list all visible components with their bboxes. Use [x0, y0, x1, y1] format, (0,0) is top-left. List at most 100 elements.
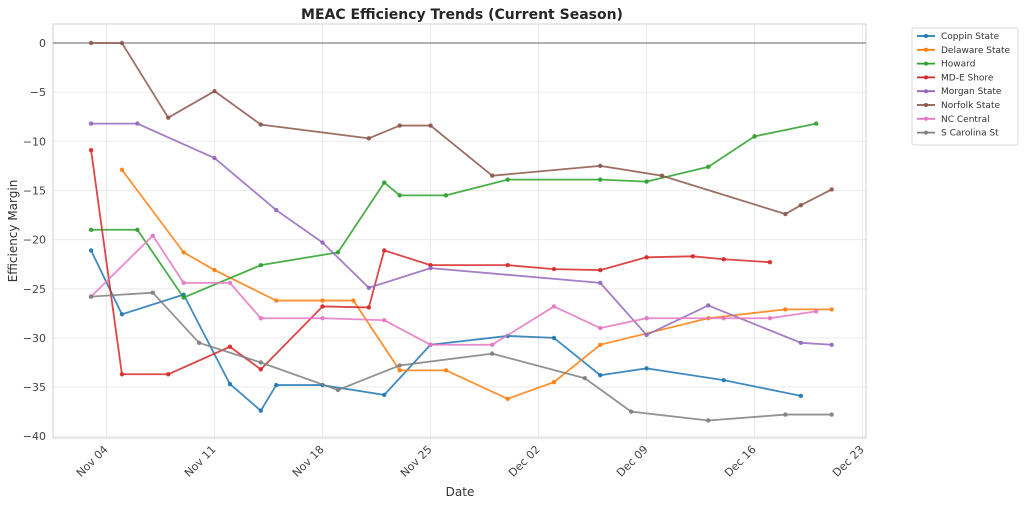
data-point [598, 280, 603, 286]
data-point [598, 373, 603, 378]
data-point [582, 376, 588, 381]
legend-item-md-e-shore: MD-E Shore [917, 73, 994, 83]
data-point [320, 304, 325, 309]
legend-marker [924, 47, 928, 52]
data-point [119, 40, 125, 46]
x-tick-label: Dec 23 [830, 443, 867, 480]
data-point [320, 240, 325, 245]
legend-item-coppin-state: Coppin State [917, 32, 1000, 42]
data-point [382, 392, 387, 398]
data-point [752, 134, 757, 139]
y-tick-label: −30 [23, 332, 46, 345]
x-tick-label: Dec 16 [722, 443, 759, 480]
data-point [258, 367, 263, 372]
data-point [644, 255, 649, 260]
data-point [644, 316, 649, 321]
data-point [150, 233, 155, 238]
data-point [320, 298, 325, 303]
data-point [227, 344, 233, 349]
data-point [829, 187, 834, 192]
y-tick-label: −10 [23, 135, 46, 148]
data-point [119, 167, 125, 173]
data-point [706, 164, 711, 170]
legend-label: Delaware State [941, 46, 1011, 56]
x-tick-label: Nov 04 [74, 443, 111, 480]
data-point [366, 305, 372, 310]
series-coppin-state [88, 248, 804, 413]
data-point [382, 248, 387, 253]
data-point [258, 262, 263, 268]
data-point [490, 342, 495, 347]
series-line-md-e-shore [90, 150, 771, 376]
data-point [443, 368, 449, 373]
data-point [551, 266, 557, 272]
legend-marker [924, 34, 928, 38]
data-point [258, 316, 263, 321]
legend-label: Coppin State [941, 32, 1000, 42]
series-line-morgan-state [91, 122, 832, 346]
x-tick-label: Nov 25 [398, 443, 435, 480]
y-axis-ticks: 0 −5 −10 −15 −20 −25 −30 −35 −40 [23, 37, 46, 443]
data-point [135, 121, 140, 126]
y-tick-label: −15 [23, 184, 46, 197]
data-point [227, 381, 233, 387]
data-point [505, 177, 510, 182]
data-point [88, 294, 94, 299]
data-point [351, 298, 356, 303]
data-point [551, 379, 557, 385]
data-point [119, 312, 125, 317]
data-point [505, 262, 510, 268]
data-point [644, 332, 649, 338]
data-point [551, 304, 557, 309]
data-point [706, 303, 711, 308]
plot-area [52, 23, 867, 439]
data-point [628, 409, 634, 414]
legend-label: S Carolina St [941, 129, 999, 139]
legend-item-morgan-state: Morgan State [917, 87, 1002, 97]
y-tick-label: −35 [23, 381, 46, 394]
x-tick-label: Dec 02 [506, 443, 543, 480]
data-point [88, 147, 94, 153]
data-point [798, 202, 804, 208]
data-point [88, 227, 94, 232]
series-layer [88, 40, 834, 423]
data-point [598, 342, 603, 347]
legend-item-norfolk-state: Norfolk State [917, 101, 1000, 111]
data-point [490, 351, 495, 356]
legend-marker [924, 130, 928, 135]
legend-marker [924, 103, 928, 107]
data-point [829, 342, 834, 347]
data-point [366, 136, 372, 141]
series-line-delaware-state [121, 169, 832, 400]
data-point [814, 121, 819, 126]
data-point [366, 285, 372, 290]
data-point [505, 396, 510, 402]
data-point [598, 267, 603, 273]
data-point [551, 335, 557, 341]
data-point [274, 207, 279, 213]
legend-marker [924, 75, 928, 80]
x-tick-label: Nov 18 [290, 443, 327, 480]
data-point [227, 280, 233, 286]
series-nc-central [88, 233, 819, 347]
data-point [88, 248, 94, 253]
legend-marker [924, 61, 928, 66]
data-point [181, 295, 186, 300]
data-point [212, 155, 217, 161]
data-point [181, 250, 186, 255]
data-point [598, 177, 603, 182]
data-point [397, 123, 402, 128]
series-morgan-state [88, 121, 834, 347]
data-point [644, 179, 649, 184]
data-point [320, 316, 325, 321]
data-point [814, 309, 819, 314]
data-point [428, 123, 433, 128]
data-point [274, 382, 279, 388]
data-point [798, 340, 804, 346]
series-line-howard [91, 122, 817, 299]
data-point [397, 368, 402, 373]
data-point [382, 318, 387, 323]
legend-label: NC Central [941, 115, 990, 125]
data-point [335, 387, 341, 393]
